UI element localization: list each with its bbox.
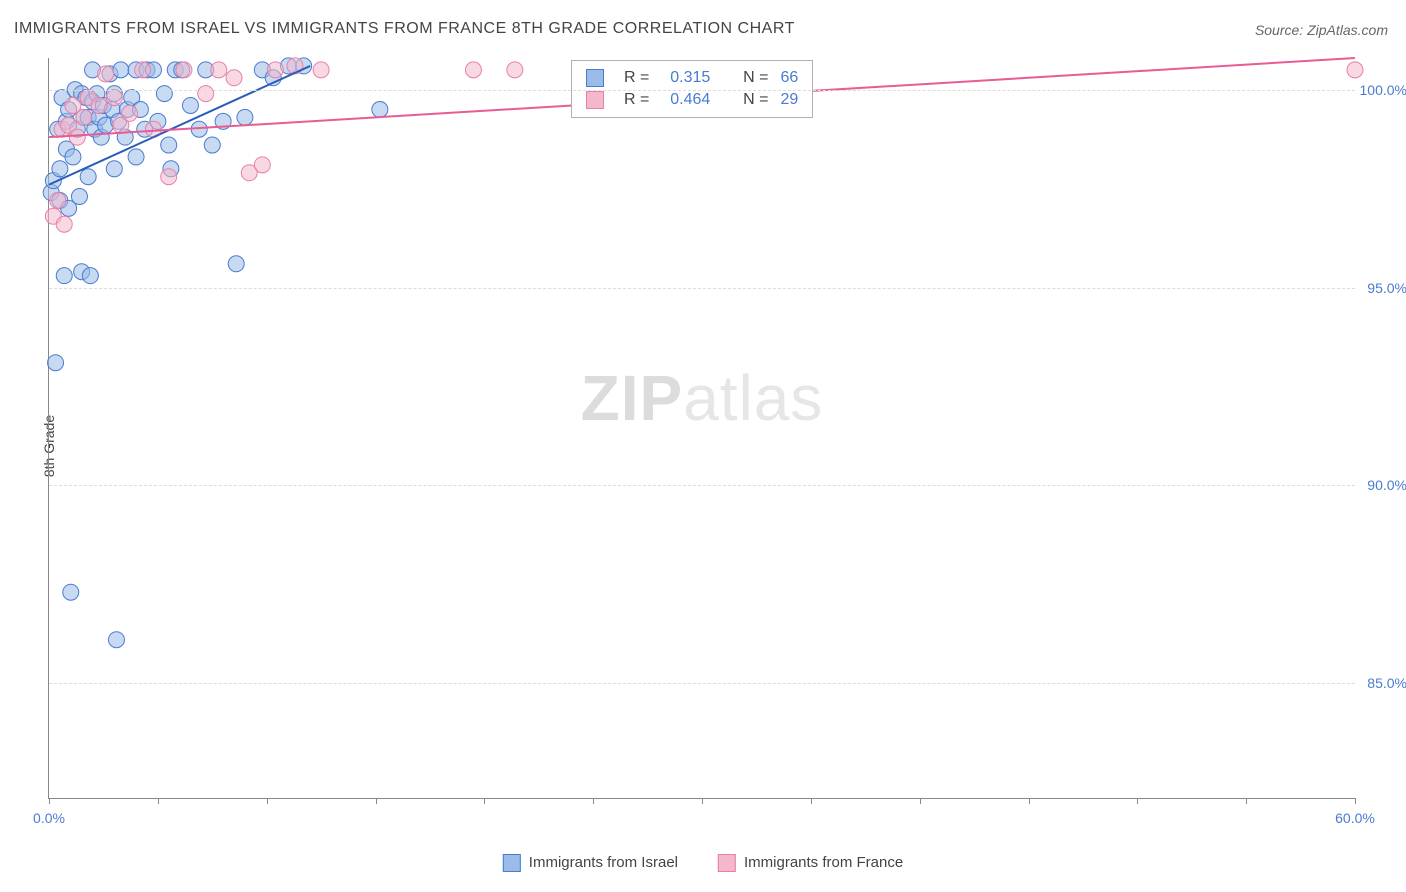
r-label: R = [624, 69, 658, 87]
x-tick-mark [376, 798, 377, 804]
scatter-point [135, 62, 151, 78]
scatter-point [267, 62, 283, 78]
stat-legend-row: R = 0.315 N = 66 [586, 67, 798, 89]
x-tick-mark [702, 798, 703, 804]
x-tick-label: 60.0% [1335, 810, 1375, 826]
gridline-h [49, 90, 1355, 91]
scatter-point [465, 62, 481, 78]
scatter-point [56, 268, 72, 284]
scatter-point [156, 86, 172, 102]
gridline-h [49, 485, 1355, 486]
chart-title: IMMIGRANTS FROM ISRAEL VS IMMIGRANTS FRO… [14, 20, 795, 38]
x-tick-mark [158, 798, 159, 804]
scatter-point [122, 105, 138, 121]
plot-svg [49, 58, 1355, 798]
y-tick-label: 95.0% [1359, 280, 1406, 296]
y-tick-label: 100.0% [1359, 82, 1406, 98]
scatter-point [211, 62, 227, 78]
r-value: 0.315 [670, 69, 710, 87]
x-tick-mark [49, 798, 50, 804]
scatter-point [1347, 62, 1363, 78]
scatter-point [182, 97, 198, 113]
legend-swatch [503, 854, 521, 872]
stat-legend-row: R = 0.464 N = 29 [586, 89, 798, 111]
scatter-point [237, 109, 253, 125]
x-tick-mark [267, 798, 268, 804]
scatter-plot: ZIPatlas R = 0.315 N = 66R = 0.464 N = 2… [48, 58, 1355, 799]
y-tick-label: 90.0% [1359, 477, 1406, 493]
x-tick-mark [920, 798, 921, 804]
y-tick-label: 85.0% [1359, 675, 1406, 691]
x-tick-label: 0.0% [33, 810, 65, 826]
legend-swatch [586, 91, 604, 109]
legend-label: Immigrants from Israel [529, 854, 678, 871]
scatter-point [52, 161, 68, 177]
scatter-point [161, 169, 177, 185]
legend-label: Immigrants from France [744, 854, 903, 871]
scatter-point [226, 70, 242, 86]
scatter-point [313, 62, 329, 78]
n-value: 66 [781, 69, 799, 87]
scatter-point [98, 66, 114, 82]
r-value: 0.464 [670, 91, 710, 109]
legend-item: Immigrants from Israel [503, 854, 678, 872]
scatter-point [106, 90, 122, 106]
scatter-point [63, 584, 79, 600]
gridline-h [49, 288, 1355, 289]
scatter-point [128, 149, 144, 165]
scatter-point [198, 86, 214, 102]
scatter-point [82, 268, 98, 284]
legend-swatch [718, 854, 736, 872]
x-tick-mark [484, 798, 485, 804]
legend-swatch [586, 69, 604, 87]
n-value: 29 [781, 91, 799, 109]
n-label: N = [743, 91, 768, 109]
r-label: R = [624, 91, 658, 109]
scatter-point [80, 169, 96, 185]
scatter-point [287, 58, 303, 74]
scatter-point [50, 192, 66, 208]
scatter-point [254, 157, 270, 173]
gridline-h [49, 683, 1355, 684]
scatter-point [65, 149, 81, 165]
legend-item: Immigrants from France [718, 854, 903, 872]
scatter-point [69, 129, 85, 145]
scatter-point [228, 256, 244, 272]
bottom-legend: Immigrants from Israel Immigrants from Fr… [503, 854, 903, 872]
scatter-point [204, 137, 220, 153]
scatter-point [176, 62, 192, 78]
x-tick-mark [593, 798, 594, 804]
x-tick-mark [1137, 798, 1138, 804]
scatter-point [372, 101, 388, 117]
scatter-point [507, 62, 523, 78]
scatter-point [76, 109, 92, 125]
x-tick-mark [811, 798, 812, 804]
scatter-point [106, 161, 122, 177]
x-tick-mark [1355, 798, 1356, 804]
scatter-point [48, 355, 64, 371]
source-label: Source: ZipAtlas.com [1255, 22, 1388, 38]
x-tick-mark [1246, 798, 1247, 804]
n-label: N = [743, 69, 768, 87]
scatter-point [161, 137, 177, 153]
scatter-point [113, 62, 129, 78]
scatter-point [91, 97, 107, 113]
x-tick-mark [1029, 798, 1030, 804]
scatter-point [56, 216, 72, 232]
scatter-point [108, 632, 124, 648]
scatter-point [71, 189, 87, 205]
